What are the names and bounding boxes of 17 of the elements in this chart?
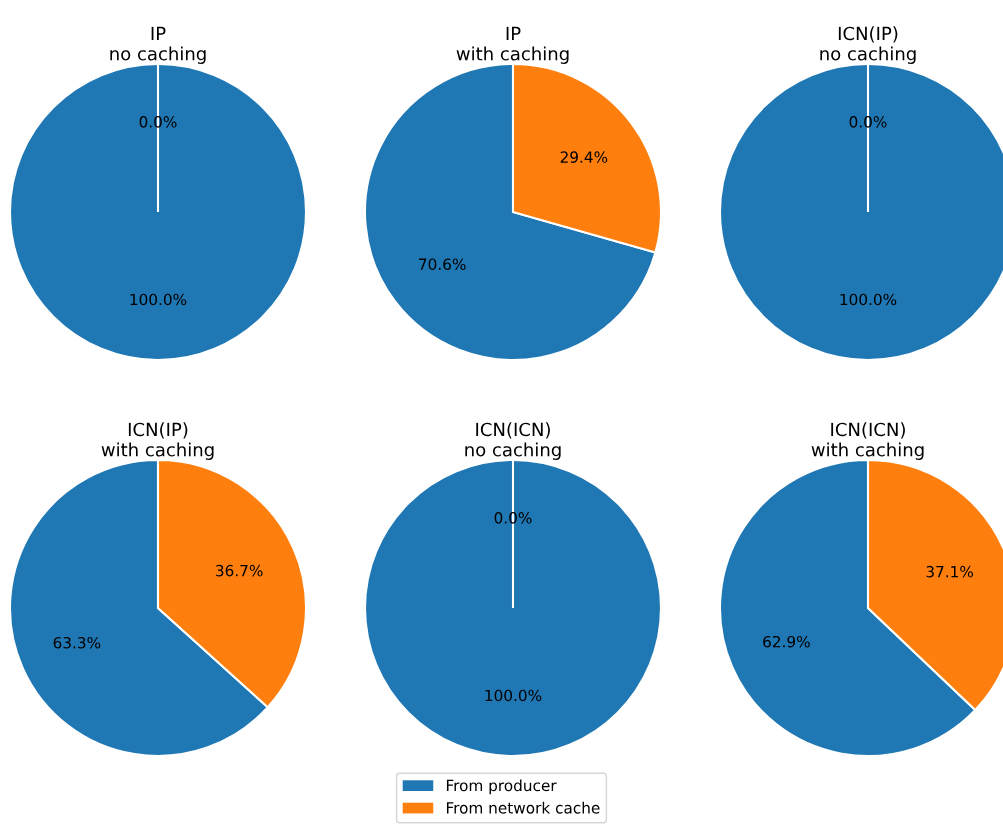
chart-title: ICN(ICN) no caching: [465, 422, 561, 460]
legend-label: From producer: [446, 779, 557, 795]
chart-title: ICN(IP) no caching: [820, 26, 916, 64]
data-label: 37.1%: [926, 565, 974, 578]
chart-title: ICN(ICN) with caching: [811, 422, 924, 460]
data-label: 36.7%: [216, 564, 263, 577]
data-label: 100.0%: [485, 689, 542, 702]
chart-title: ICN(IP) with caching: [101, 422, 214, 460]
legend-label: From network cache: [446, 801, 600, 814]
data-label: 100.0%: [840, 293, 897, 306]
chart-title: IP no caching: [110, 26, 206, 64]
data-label: 62.9%: [763, 635, 810, 648]
data-label: 70.6%: [419, 258, 466, 270]
data-label: 29.4%: [560, 151, 608, 163]
data-label: 63.3%: [53, 636, 101, 649]
data-label: 100.0%: [130, 293, 187, 306]
chart-title: IP with caching: [456, 26, 569, 64]
